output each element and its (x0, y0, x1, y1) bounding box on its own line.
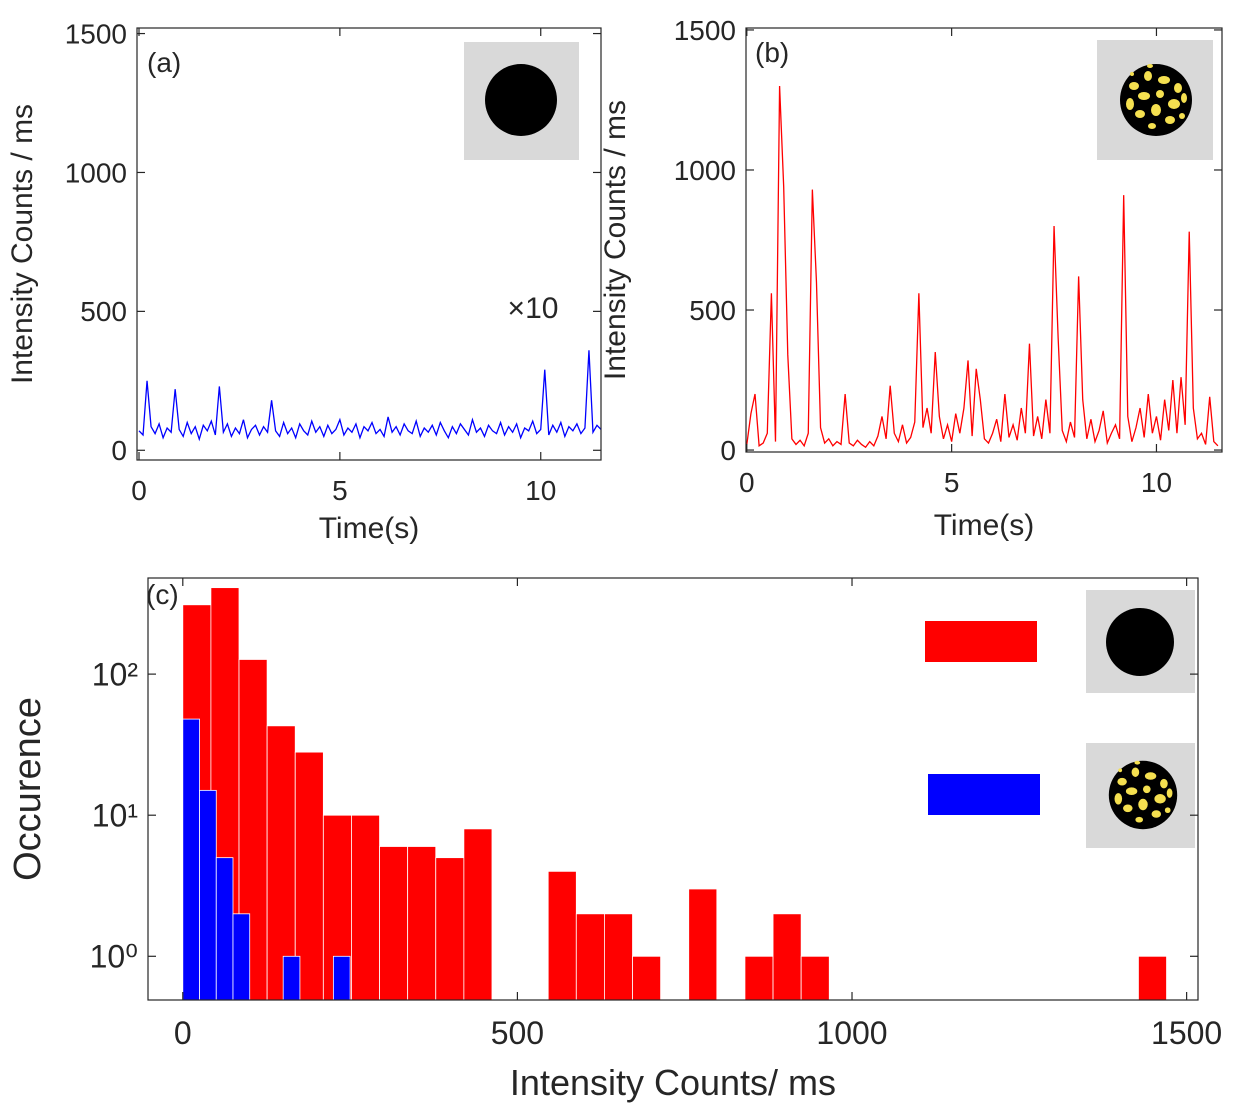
plot-area (182, 587, 1167, 1000)
y-axis-label: Intensity Counts / ms (6, 104, 39, 384)
histogram-bar (1138, 955, 1167, 1000)
y-tick-label: 500 (80, 296, 127, 327)
histogram-bar (351, 814, 380, 1000)
y-tick-label: 0 (720, 435, 736, 466)
plot-area (746, 85, 1219, 449)
x-axis-label: Time(s) (934, 509, 1035, 542)
x-tick-label: 1500 (1151, 1015, 1222, 1051)
panel-label: (a) (147, 47, 181, 78)
x-tick-label: 0 (131, 475, 147, 506)
x-tick-label: 10 (1141, 467, 1172, 498)
histogram-bar (800, 955, 830, 1000)
y-axis-label: Intensity Counts / ms (599, 100, 632, 380)
histogram-bar (282, 955, 301, 1000)
x-tick-label: 0 (174, 1015, 192, 1051)
histogram-bar (215, 857, 234, 1000)
line-series (138, 350, 601, 442)
histogram-bar (632, 955, 662, 1000)
axes-frame (745, 27, 1223, 453)
annotation: ×10 (508, 292, 559, 325)
histogram-bar (182, 718, 200, 1000)
y-tick-label: 500 (689, 295, 736, 326)
inset-c-legend (1086, 590, 1195, 848)
x-tick-label: 5 (332, 475, 348, 506)
x-tick-label: 0 (739, 467, 755, 498)
x-tick-label: 10 (525, 475, 556, 506)
histogram-bar (772, 913, 802, 1000)
panel-label: (b) (755, 37, 789, 68)
x-axis-label: Intensity Counts/ ms (510, 1062, 836, 1103)
histogram-bar (547, 870, 577, 1000)
y-tick-label: 0 (111, 435, 127, 466)
y-tick-label: 1500 (65, 18, 127, 49)
axes-frame (147, 577, 1199, 1001)
x-tick-label: 500 (491, 1015, 544, 1051)
histogram-bar (744, 955, 774, 1000)
y-tick-label: 1500 (674, 15, 736, 46)
inset-b (1097, 40, 1213, 160)
histogram-bar (463, 828, 493, 1000)
histogram-bar (232, 913, 251, 1000)
histogram-bar (407, 846, 437, 1000)
y-axis-label: Occurence (7, 697, 49, 881)
plot-area (138, 350, 601, 442)
x-tick-label: 1000 (816, 1015, 887, 1051)
histogram-bar (575, 913, 605, 1000)
histogram-bar (379, 846, 409, 1000)
legend-swatch (925, 621, 1037, 662)
x-tick-label: 5 (944, 467, 960, 498)
y-tick-label: 10¹ (92, 797, 138, 833)
histogram-bar (604, 913, 633, 1000)
histogram-bar (199, 789, 217, 1000)
histogram-bar (435, 857, 465, 1000)
inset-a (464, 42, 579, 160)
panel-label: (c) (146, 579, 179, 610)
legend-swatch (928, 774, 1040, 815)
y-tick-label: 1000 (674, 155, 736, 186)
axes-frame (136, 27, 602, 461)
x-axis-label: Time(s) (319, 512, 420, 545)
line-series (746, 85, 1219, 449)
histogram-bar (332, 955, 351, 1000)
histogram-bar (688, 888, 718, 1000)
y-tick-label: 1000 (65, 157, 127, 188)
y-tick-label: 10⁰ (90, 938, 138, 974)
y-tick-label: 10² (92, 656, 139, 692)
